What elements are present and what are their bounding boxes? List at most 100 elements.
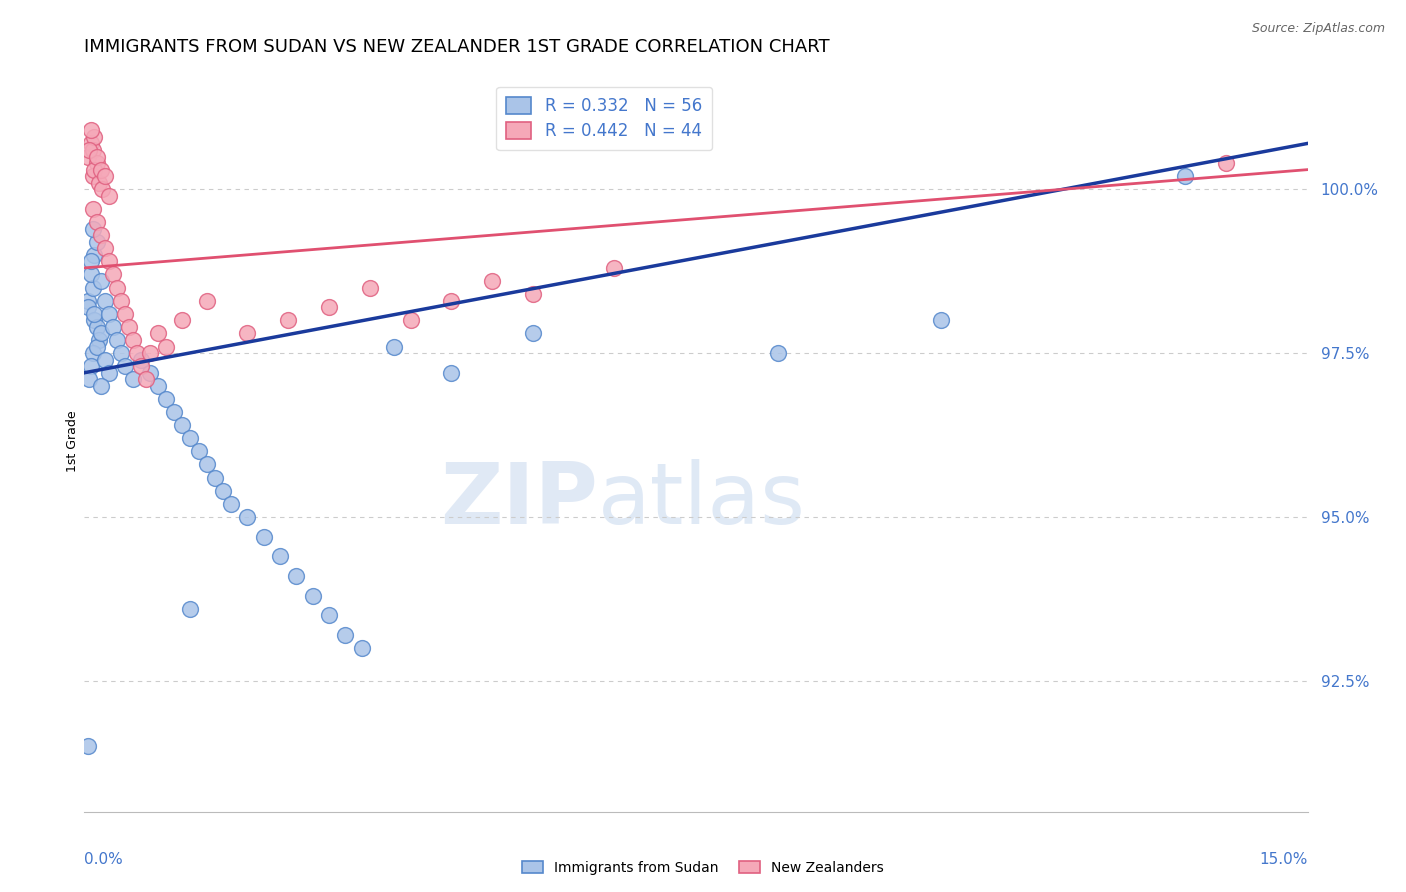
Point (195, 458, 218, 472)
Point (138, 366, 160, 380)
Point (522, 326, 544, 341)
Point (86, 339, 108, 353)
Point (195, 293, 218, 308)
Point (83, 313, 105, 327)
Point (253, 530, 276, 544)
Point (93, 169, 115, 184)
Point (146, 379, 169, 393)
Point (301, 589, 323, 603)
Point (87, 176, 110, 190)
Point (80, 268, 103, 282)
Point (114, 307, 136, 321)
Point (440, 366, 463, 380)
Point (90, 326, 112, 341)
Point (172, 313, 194, 327)
Point (90, 379, 112, 393)
Point (131, 352, 153, 367)
Point (146, 326, 169, 341)
Point (399, 313, 422, 327)
Point (105, 333, 128, 347)
Point (269, 549, 291, 564)
Point (359, 280, 381, 294)
Point (90, 228, 112, 243)
Point (97, 366, 120, 380)
Point (350, 640, 373, 655)
Point (82, 169, 104, 184)
Point (97, 307, 120, 321)
Point (93, 293, 115, 308)
Point (77, 149, 100, 163)
Point (318, 300, 340, 314)
Point (90, 274, 112, 288)
Legend: R = 0.332   N = 56, R = 0.442   N = 44: R = 0.332 N = 56, R = 0.442 N = 44 (496, 87, 711, 150)
Point (110, 346, 132, 360)
Point (114, 359, 136, 374)
Y-axis label: 1st Grade: 1st Grade (66, 410, 79, 473)
Point (80, 123, 103, 137)
Point (481, 274, 503, 288)
Text: atlas: atlas (598, 459, 806, 542)
Point (82, 221, 104, 235)
Point (77, 372, 100, 386)
Point (122, 372, 145, 386)
Point (135, 372, 157, 386)
Point (87, 333, 110, 347)
Point (83, 248, 105, 262)
Point (155, 339, 177, 353)
Text: 0.0%: 0.0% (84, 853, 124, 867)
Point (80, 254, 103, 268)
Point (522, 287, 544, 301)
Point (105, 280, 128, 294)
Point (236, 509, 259, 524)
Point (97, 189, 120, 203)
Point (212, 483, 235, 498)
Point (77, 300, 100, 314)
Point (82, 143, 104, 157)
Point (77, 739, 100, 754)
Point (77, 293, 100, 308)
Point (83, 129, 105, 144)
Point (766, 346, 789, 360)
Point (131, 359, 153, 374)
Point (93, 352, 115, 367)
Text: 15.0%: 15.0% (1260, 853, 1308, 867)
Point (80, 359, 103, 374)
Point (163, 405, 186, 419)
Point (80, 136, 103, 151)
Point (187, 444, 209, 458)
Point (91, 182, 114, 196)
Point (82, 346, 104, 360)
Point (82, 202, 104, 216)
Point (382, 339, 405, 353)
Point (86, 235, 108, 249)
Point (285, 569, 308, 583)
Point (603, 260, 626, 275)
Point (277, 313, 299, 327)
Point (118, 319, 141, 334)
Point (236, 326, 259, 341)
Point (83, 307, 105, 321)
Legend: Immigrants from Sudan, New Zealanders: Immigrants from Sudan, New Zealanders (516, 855, 890, 880)
Point (86, 149, 108, 163)
Text: Source: ZipAtlas.com: Source: ZipAtlas.com (1251, 22, 1385, 36)
Point (110, 293, 132, 308)
Point (155, 392, 177, 406)
Point (86, 319, 108, 334)
Text: IMMIGRANTS FROM SUDAN VS NEW ZEALANDER 1ST GRADE CORRELATION CHART: IMMIGRANTS FROM SUDAN VS NEW ZEALANDER 1… (84, 38, 830, 56)
Point (82, 280, 104, 294)
Point (929, 313, 952, 327)
Point (97, 254, 120, 268)
Point (86, 215, 108, 229)
Point (83, 162, 105, 177)
Point (122, 333, 145, 347)
Point (93, 241, 115, 255)
Point (77, 143, 100, 157)
Point (172, 418, 194, 433)
Point (219, 497, 242, 511)
Point (101, 319, 124, 334)
Point (318, 608, 340, 623)
Point (1215, 156, 1237, 170)
Point (440, 293, 463, 308)
Point (101, 268, 124, 282)
Point (138, 346, 160, 360)
